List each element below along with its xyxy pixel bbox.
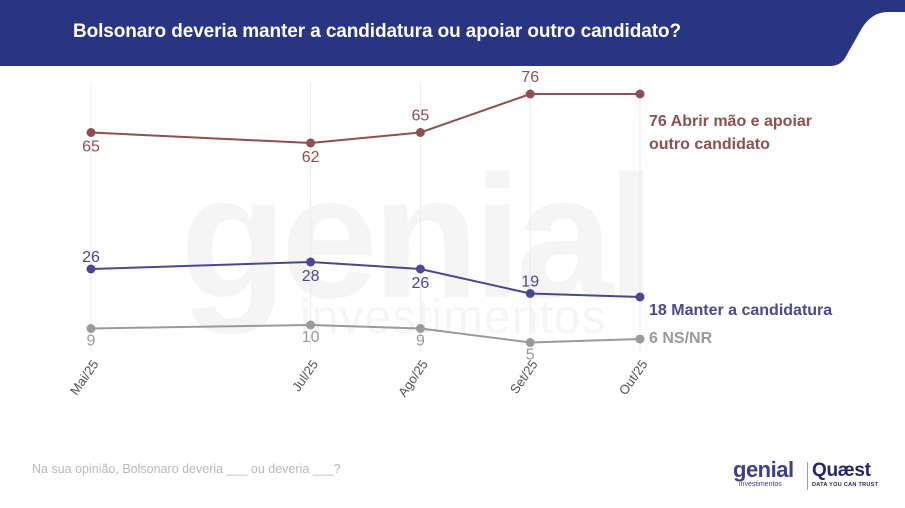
data-label: 62 [302, 149, 320, 166]
logo-divider [807, 462, 808, 490]
x-tick-label: Set/25 [507, 357, 541, 396]
data-label: 19 [521, 274, 539, 291]
genial-logo: genial investimentos [733, 459, 794, 489]
data-point [635, 89, 645, 99]
data-point [415, 264, 425, 274]
x-tick-label: Ago/25 [395, 357, 431, 399]
data-point [635, 334, 645, 344]
data-label: 26 [82, 249, 100, 266]
data-label: 28 [302, 268, 320, 285]
x-tick-label: Mai/25 [67, 357, 102, 398]
data-point [525, 89, 535, 99]
series-line-0 [90, 93, 640, 145]
data-point [525, 289, 535, 298]
data-label: 26 [412, 275, 430, 292]
data-point [86, 324, 96, 333]
data-point [635, 292, 645, 302]
data-point [415, 324, 425, 333]
series-end-label: 18 Manter a candidatura [649, 302, 832, 319]
data-label: 65 [82, 139, 100, 156]
genial-logo-tagline: investimentos [739, 481, 782, 488]
data-label: 10 [302, 329, 320, 346]
header-shape [0, 0, 905, 66]
quaest-logo: Quæst DATA YOU CAN TRUST [812, 461, 878, 489]
chart-title: Bolsonaro deveria manter a candidatura o… [73, 21, 681, 42]
series-end-label: 76 Abrir mão e apoiar [649, 113, 812, 130]
data-point [415, 128, 425, 137]
quaest-logo-tagline: DATA YOU CAN TRUST [812, 482, 879, 488]
data-label: 65 [412, 108, 430, 125]
quaest-logo-name: Quæst [812, 460, 871, 481]
series-end-label: 6 NS/NR [649, 330, 713, 347]
series-end-label: outro candidato [649, 136, 770, 153]
data-point [306, 320, 316, 330]
data-label: 76 [521, 69, 539, 86]
series-line-2 [90, 323, 641, 344]
data-label: 9 [416, 333, 425, 350]
data-point [525, 338, 535, 347]
x-tick-label: Out/25 [616, 357, 651, 398]
x-tick-label: Jul/25 [289, 357, 321, 394]
data-label: 9 [87, 333, 96, 350]
data-label: 5 [526, 347, 535, 364]
data-point [86, 128, 96, 137]
footnote-question: Na sua opinião, Bolsonaro deveria ___ ou… [32, 462, 341, 476]
data-point [86, 264, 96, 274]
data-point [306, 257, 316, 267]
genial-logo-name: genial [733, 457, 794, 482]
data-point [306, 138, 316, 148]
header-bar: Bolsonaro deveria manter a candidatura o… [0, 0, 905, 66]
series-line-1 [90, 260, 641, 298]
